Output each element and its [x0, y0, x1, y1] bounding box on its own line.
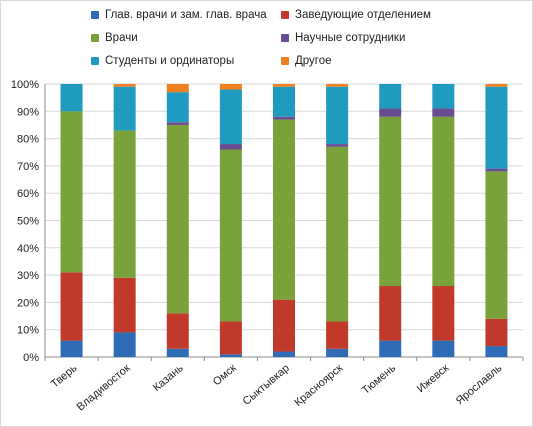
- bar-segment: [379, 286, 402, 341]
- legend-item-chief-doctors: Глав. врачи и зам. глав. врача: [91, 9, 267, 21]
- bar-segment: [113, 130, 136, 278]
- bar-segment: [326, 321, 349, 349]
- bar-segment: [219, 149, 242, 322]
- x-tick-label: Тверь: [49, 362, 80, 391]
- chart-legend: Глав. врачи и зам. глав. врача Заведующи…: [91, 9, 491, 71]
- bar-segment: [273, 299, 295, 352]
- bar-segment: [432, 286, 455, 341]
- x-tick-label: Владивосток: [75, 362, 133, 413]
- legend-item-other: Другое: [281, 55, 332, 67]
- bar-segment: [379, 108, 402, 117]
- bar-segment: [219, 321, 242, 355]
- bar-segment: [219, 144, 242, 150]
- bar-segment: [113, 332, 136, 357]
- bar-segment: [166, 92, 189, 123]
- y-tick-label: 10%: [17, 325, 39, 337]
- y-tick-label: 70%: [17, 161, 39, 173]
- bar-segment: [60, 84, 83, 112]
- bar-segment: [273, 351, 295, 357]
- legend-label: Научные сотрудники: [295, 32, 406, 44]
- bar-segment: [485, 168, 508, 172]
- legend-label: Глав. врачи и зам. глав. врача: [105, 9, 267, 21]
- legend-swatch: [281, 34, 289, 42]
- y-tick-label: 30%: [17, 270, 39, 282]
- bar-segment: [432, 84, 455, 109]
- bar-segment: [273, 119, 295, 300]
- y-tick-label: 60%: [17, 188, 39, 200]
- bar-segment: [113, 84, 136, 87]
- y-tick-label: 80%: [17, 134, 39, 146]
- bar-segment: [273, 86, 295, 117]
- bar-segment: [379, 340, 402, 357]
- bar-segment: [326, 146, 349, 322]
- bar-segment: [379, 116, 402, 287]
- bar-segment: [113, 86, 136, 131]
- bar-segment: [60, 340, 83, 357]
- bar-segment: [485, 318, 508, 347]
- bar-segment: [432, 116, 455, 287]
- y-tick-label: 40%: [17, 243, 39, 255]
- y-tick-label: 50%: [17, 216, 39, 228]
- legend-swatch: [91, 57, 99, 65]
- bar-segment: [326, 144, 349, 147]
- bar-segment: [326, 84, 349, 87]
- x-tick-label: Ярославль: [454, 362, 505, 407]
- legend-swatch: [91, 34, 99, 42]
- bar-segment: [219, 354, 242, 357]
- bar-segment: [485, 171, 508, 319]
- legend-swatch: [281, 11, 289, 19]
- bar-segment: [60, 272, 83, 341]
- bar-segment: [113, 277, 136, 333]
- bar-segment: [166, 348, 189, 357]
- bar-segment: [166, 122, 189, 125]
- bar-segment: [379, 84, 402, 109]
- bar-segment: [273, 116, 295, 120]
- x-tick-label: Омск: [211, 362, 239, 388]
- legend-item-department-heads: Заведующие отделением: [281, 9, 431, 21]
- bar-segment: [60, 111, 83, 273]
- bar-segment: [166, 84, 189, 93]
- y-tick-label: 100%: [11, 79, 39, 91]
- bar-segment: [326, 86, 349, 145]
- x-tick-label: Тюмень: [360, 362, 398, 397]
- legend-label: Заведующие отделением: [295, 9, 431, 21]
- legend-item-researchers: Научные сотрудники: [281, 32, 405, 44]
- legend-label: Студенты и ординаторы: [105, 55, 235, 67]
- bar-segment: [166, 313, 189, 349]
- y-tick-label: 0%: [23, 352, 39, 364]
- bar-segment: [166, 124, 189, 314]
- legend-item-students: Студенты и ординаторы: [91, 55, 234, 67]
- bar-segment: [485, 84, 508, 87]
- x-tick-label: Красноярск: [292, 362, 345, 409]
- y-tick-label: 90%: [17, 106, 39, 118]
- bar-segment: [432, 340, 455, 357]
- bar-segment: [432, 108, 455, 117]
- bar-segment: [219, 84, 242, 90]
- x-tick-label: Казань: [151, 362, 186, 394]
- bar-segment: [273, 84, 295, 87]
- bar-segment: [485, 346, 508, 357]
- x-tick-label: Ижевск: [415, 362, 452, 395]
- bar-segment: [485, 86, 508, 169]
- legend-swatch: [281, 57, 289, 65]
- bar-segment: [219, 89, 242, 145]
- bar-segment: [326, 348, 349, 357]
- y-tick-label: 20%: [17, 297, 39, 309]
- legend-item-doctors: Врачи: [91, 32, 138, 44]
- legend-label: Другое: [295, 55, 332, 67]
- legend-swatch: [91, 11, 99, 19]
- x-tick-label: Сыктывкар: [241, 362, 292, 408]
- legend-label: Врачи: [105, 32, 138, 44]
